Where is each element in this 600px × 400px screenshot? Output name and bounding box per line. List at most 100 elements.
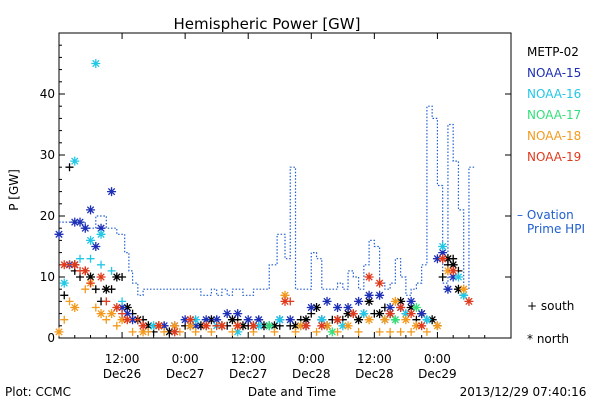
- noaa-19-north-point: [122, 315, 132, 325]
- x-tick-time: 12:00: [231, 352, 266, 366]
- noaa-19-north-point: [464, 296, 474, 306]
- legend-entry: NOAA-17: [527, 108, 581, 122]
- metp-02-north-point: [122, 303, 132, 312]
- noaa-19-north-point: [396, 303, 406, 312]
- metp-02-north-point: [259, 321, 269, 331]
- noaa-15-north-point: [417, 309, 427, 319]
- x-tick-time: 12:00: [105, 352, 140, 366]
- noaa-15-north-point: [432, 254, 442, 264]
- x-tick-date: Dec27: [229, 367, 268, 381]
- noaa-15-north-point: [117, 303, 127, 312]
- noaa-16-north-point: [275, 315, 285, 325]
- metp-02-south-point: [60, 291, 69, 300]
- noaa-16-south-point: [97, 260, 106, 269]
- noaa-15-north-point: [96, 223, 106, 233]
- metp-02-north-point: [312, 303, 322, 312]
- y-axis-label: P [GW]: [7, 169, 21, 211]
- noaa-18-north-point: [280, 290, 290, 300]
- legend-entry: NOAA-15: [527, 66, 581, 80]
- noaa-16-north-point: [191, 315, 201, 325]
- noaa-15-north-point: [91, 242, 101, 251]
- x-tick-date: Dec26: [103, 367, 142, 381]
- noaa-18-south-point: [191, 327, 200, 336]
- x-tick-date: Dec28: [292, 367, 331, 381]
- ovation-hpi-line: [59, 105, 475, 296]
- metp-02-north-point: [301, 315, 311, 325]
- points-layer: [54, 59, 474, 337]
- metp-02-south-point: [438, 273, 447, 281]
- noaa-16-north-point: [422, 315, 432, 325]
- noaa-18-north-point: [170, 321, 180, 331]
- noaa-16-north-point: [317, 315, 327, 325]
- noaa-18-south-point: [270, 327, 279, 336]
- noaa-19-south-point: [86, 279, 95, 288]
- noaa-19-north-point: [375, 278, 385, 288]
- y-tick-label: 10: [40, 270, 55, 284]
- noaa-16-north-point: [438, 242, 448, 251]
- x-tick-date: Dec27: [166, 367, 205, 381]
- noaa-18-north-point: [96, 309, 106, 319]
- y-tick-label: 20: [40, 209, 55, 223]
- noaa-19-north-point: [448, 266, 458, 276]
- noaa-19-north-point: [364, 272, 374, 282]
- noaa-15-north-point: [233, 309, 243, 319]
- noaa-19-north-point: [185, 315, 195, 325]
- noaa-19-north-point: [217, 321, 227, 331]
- noaa-19-north-point: [170, 327, 180, 337]
- metp-02-north-point: [269, 321, 279, 331]
- noaa-15-north-point: [222, 309, 232, 319]
- noaa-18-north-point: [459, 284, 469, 294]
- noaa-15-north-point: [254, 315, 264, 325]
- noaa-15-north-point: [343, 303, 353, 312]
- noaa-17-north-point: [411, 303, 421, 312]
- metp-02-south-point: [91, 285, 100, 294]
- noaa-18-north-point: [107, 309, 117, 319]
- noaa-16-south-point: [76, 254, 85, 263]
- noaa-16-north-point: [459, 290, 469, 300]
- noaa-15-north-point: [443, 284, 453, 294]
- y-tick-label: 30: [40, 148, 55, 162]
- noaa-15-north-point: [180, 315, 190, 325]
- noaa-18-south-point: [207, 327, 216, 336]
- metp-02-north-point: [396, 296, 406, 306]
- noaa-18-north-point: [185, 321, 195, 331]
- noaa-18-south-point: [354, 327, 363, 336]
- noaa-16-north-point: [359, 309, 369, 319]
- noaa-15-north-point: [306, 303, 316, 312]
- noaa-15-north-point: [322, 296, 332, 306]
- noaa-19-north-point: [406, 309, 416, 319]
- chart-title: Hemispheric Power [GW]: [174, 15, 361, 33]
- x-tick-time: 0:00: [298, 352, 325, 366]
- noaa-15-north-point: [86, 205, 96, 215]
- metp-02-north-point: [427, 315, 437, 325]
- noaa-18-south-point: [60, 315, 69, 324]
- x-tick-time: 0:00: [172, 352, 199, 366]
- noaa-16-south-point: [118, 297, 127, 306]
- noaa-16-north-point: [453, 272, 463, 282]
- metp-02-north-point: [206, 315, 216, 325]
- noaa-18-south-point: [81, 285, 90, 294]
- noaa-19-south-point: [133, 315, 142, 324]
- noaa-15-north-point: [385, 303, 395, 312]
- legend-entry: NOAA-16: [527, 87, 581, 101]
- noaa-18-south-point: [333, 327, 342, 336]
- noaa-16-south-point: [107, 266, 116, 275]
- noaa-19-north-point: [348, 309, 358, 319]
- noaa-18-south-point: [291, 327, 300, 336]
- metp-02-north-point: [196, 321, 206, 331]
- metp-02-north-point: [291, 321, 301, 331]
- legend-entry: NOAA-19: [527, 150, 581, 164]
- ovation-legend-line1: – Ovation: [517, 208, 574, 222]
- x-axis-label: Date and Time: [248, 385, 336, 399]
- noaa-15-north-point: [80, 223, 90, 233]
- noaa-19-north-point: [301, 321, 311, 331]
- noaa-18-north-point: [401, 315, 411, 325]
- noaa-16-north-point: [149, 321, 159, 331]
- axes-layer: 01020304012:00Dec260:00Dec2712:00Dec270:…: [40, 32, 512, 381]
- noaa-16-north-point: [91, 59, 101, 68]
- noaa-15-north-point: [243, 315, 253, 325]
- metp-02-north-point: [448, 260, 458, 270]
- x-tick-time: 0:00: [424, 352, 451, 366]
- noaa-15-north-point: [333, 303, 343, 312]
